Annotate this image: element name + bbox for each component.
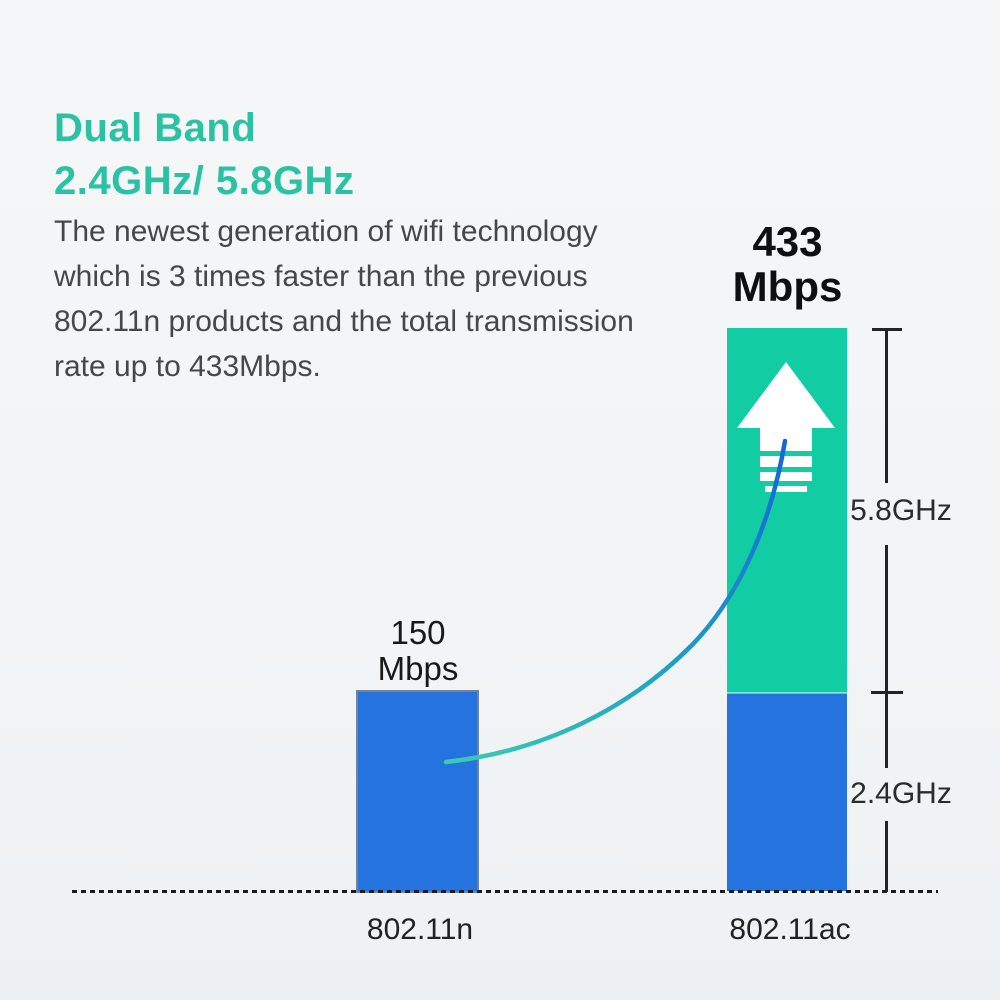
bracket-segment-upper (885, 328, 888, 483)
bracket-segment-lower (885, 821, 888, 892)
description-line: which is 3 times faster than the previou… (54, 260, 588, 293)
value-label-433mbps: 433 Mbps (710, 219, 865, 309)
title-line-1: Dual Band (54, 106, 257, 150)
bracket-cross-tick (871, 691, 903, 694)
description-line: rate up to 433Mbps. (54, 350, 321, 383)
category-label-802-11ac: 802.11ac (729, 913, 851, 946)
up-arrow-stripe (760, 428, 812, 451)
bar-segment-divider (727, 692, 847, 694)
up-arrow-stripe (760, 472, 812, 481)
value-433-number: 433 (752, 218, 823, 265)
bar-802-11ac-2ghz-segment (727, 693, 847, 891)
bracket-segment-middle (885, 545, 888, 768)
up-arrow-stripe (760, 456, 812, 467)
band-label-2-4ghz: 2.4GHz (850, 777, 952, 810)
bar-802-11n (358, 692, 477, 891)
value-150-number: 150 (390, 614, 446, 651)
title-line-2: 2.4GHz/ 5.8GHz (54, 159, 355, 203)
up-arrow-head (737, 362, 835, 428)
category-label-802-11n: 802.11n (366, 913, 474, 946)
value-433-unit: Mbps (732, 263, 843, 310)
band-label-5-8ghz: 5.8GHz (850, 494, 952, 527)
up-arrow-stripe (765, 486, 807, 492)
description-paragraph: The newest generation of wifi technology… (54, 209, 634, 389)
value-label-150mbps: 150 Mbps (348, 615, 488, 687)
value-150-unit: Mbps (377, 650, 459, 687)
description-line: 802.11n products and the total transmiss… (54, 305, 634, 338)
description-line: The newest generation of wifi technology (54, 215, 598, 248)
section-title: Dual Band 2.4GHz/ 5.8GHz (54, 102, 354, 208)
baseline-dashed (72, 890, 938, 893)
